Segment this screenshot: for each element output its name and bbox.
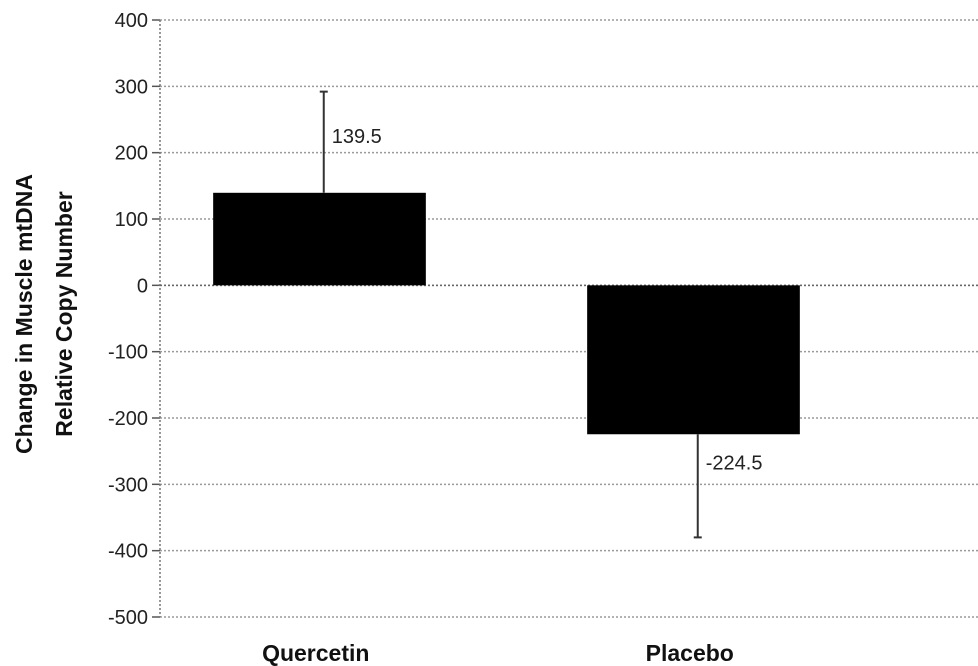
data-label-quercetin: 139.5 <box>332 126 382 148</box>
y-axis-title-line-1: Change in Muscle mtDNA <box>11 174 37 454</box>
bars <box>213 192 800 435</box>
y-tick-label: -100 <box>108 342 148 364</box>
category-label-placebo: Placebo <box>646 640 734 666</box>
y-tick-label: 300 <box>115 76 148 98</box>
y-axis-title-line-2: Relative Copy Number <box>51 191 77 436</box>
y-tick-label: -300 <box>108 474 148 496</box>
y-tick-label: 200 <box>115 143 148 165</box>
error-bars <box>319 90 702 539</box>
data-labels: 139.5 -224.5 <box>332 126 763 474</box>
y-tick-label: 100 <box>115 209 148 231</box>
bar-quercetin <box>213 192 426 286</box>
category-labels: Quercetin Placebo <box>262 640 734 666</box>
y-axis-title: Change in Muscle mtDNA Relative Copy Num… <box>11 174 77 454</box>
gridlines <box>160 19 978 618</box>
y-tick-label: -500 <box>108 607 148 629</box>
axes <box>152 19 978 618</box>
y-tick-label: -400 <box>108 541 148 563</box>
y-tick-label: -200 <box>108 408 148 430</box>
bar-placebo <box>587 285 800 435</box>
y-tick-label: 400 <box>115 10 148 32</box>
category-label-quercetin: Quercetin <box>262 640 369 666</box>
y-tick-label: 0 <box>137 275 148 297</box>
data-label-placebo: -224.5 <box>706 452 763 474</box>
y-tick-labels: 400 300 200 100 0 -100 -200 -300 -400 -500 <box>108 10 148 629</box>
